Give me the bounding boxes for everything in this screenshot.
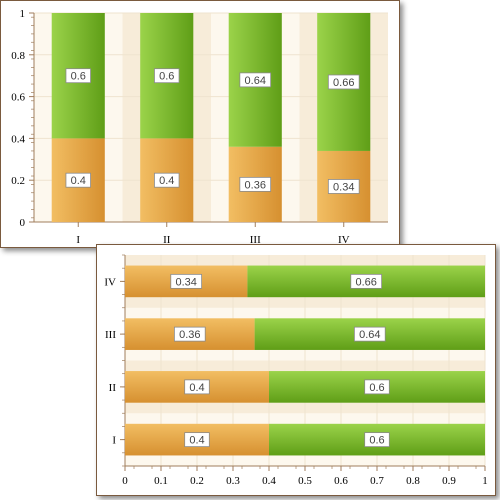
data-label-series-a: 0.4 xyxy=(154,172,180,188)
data-label-series-a-text: 0.4 xyxy=(71,175,86,187)
x-tick-label: 0.4 xyxy=(262,475,276,487)
data-label-series-a-text: 0.36 xyxy=(245,179,266,191)
y-tick-label: IV xyxy=(104,276,116,288)
x-tick-label: I xyxy=(76,234,80,246)
data-label-series-b-text: 0.6 xyxy=(369,435,384,447)
data-label-series-b-box xyxy=(353,326,386,342)
data-label-series-b: 0.64 xyxy=(353,326,386,342)
y-tick-label: II xyxy=(109,382,117,394)
x-tick-label: 0.5 xyxy=(298,475,312,487)
data-label-series-a-text: 0.4 xyxy=(189,435,204,447)
data-label-series-a: 0.4 xyxy=(65,172,91,188)
x-tick-label: 0.7 xyxy=(370,475,384,487)
data-label-series-b: 0.64 xyxy=(239,72,272,88)
data-label-series-a: 0.34 xyxy=(327,179,360,194)
data-label-series-a: 0.36 xyxy=(174,326,206,342)
data-label-series-a-text: 0.34 xyxy=(175,276,196,288)
horizontal-stacked-bar-chart: 0 0.1 0.2 0.3 0.4 0.5 0.6 0.7 0.8 0.9 1 0.4 0.6 I 0.4 0… xyxy=(104,254,488,487)
data-label-series-b: 0.66 xyxy=(327,74,360,90)
data-label-series-b-text: 0.6 xyxy=(369,382,384,394)
x-tick-label: III xyxy=(250,234,261,246)
y-tick-label: 1 xyxy=(20,8,26,20)
y-tick-label: I xyxy=(112,435,116,447)
data-label-series-b: 0.6 xyxy=(154,68,180,84)
data-label-series-b-box xyxy=(239,72,272,88)
data-label-series-b-text: 0.66 xyxy=(333,77,354,89)
x-tick-label: 0.1 xyxy=(154,475,168,487)
data-label-series-b: 0.6 xyxy=(364,379,390,395)
x-tick-label: 0.8 xyxy=(406,475,420,487)
data-label-series-b-box xyxy=(364,379,390,395)
vertical-stacked-bar-chart: 0 0.2 0.4 0.6 0.8 1 0.4 0.6 I 0.4 0.6 II 0.36 0.64 III… xyxy=(11,8,388,246)
x-tick-label: II xyxy=(163,234,171,246)
y-tick-label: 0.4 xyxy=(11,133,25,145)
data-label-series-a: 0.4 xyxy=(184,379,210,395)
y-tick-label: 0 xyxy=(20,217,26,229)
x-tick-label: 0.6 xyxy=(334,475,348,487)
data-label-series-b-box xyxy=(154,68,180,84)
y-tick-label: 0.2 xyxy=(11,175,25,187)
y-tick-label: III xyxy=(105,329,116,341)
data-label-series-a-text: 0.34 xyxy=(333,181,354,193)
data-label-series-a: 0.36 xyxy=(239,176,272,192)
data-label-series-b-box xyxy=(350,273,383,289)
data-label-series-b: 0.6 xyxy=(364,432,390,448)
data-label-series-b-text: 0.6 xyxy=(71,71,86,83)
data-label-series-a-box xyxy=(184,379,210,395)
data-label-series-a-text: 0.36 xyxy=(179,329,200,341)
data-label-series-a-box xyxy=(239,176,272,192)
x-tick-label: 1 xyxy=(482,475,488,487)
x-tick-label: 0 xyxy=(122,475,128,487)
data-label-series-b-text: 0.66 xyxy=(355,276,376,288)
y-tick-label: 0.8 xyxy=(11,50,25,62)
data-label-series-a-text: 0.4 xyxy=(189,382,204,394)
data-label-series-b: 0.66 xyxy=(350,273,383,289)
data-label-series-b-text: 0.6 xyxy=(159,71,174,83)
y-tick-label: 0.6 xyxy=(11,92,25,104)
vertical-stacked-bar-panel: 0 0.2 0.4 0.6 0.8 1 0.4 0.6 I 0.4 0.6 II 0.36 0.64 III… xyxy=(0,0,400,248)
data-label-series-a: 0.4 xyxy=(184,432,210,448)
data-label-series-a-box xyxy=(174,326,206,342)
data-label-series-a-box xyxy=(170,273,203,289)
data-label-series-b-box xyxy=(327,74,360,90)
data-label-series-b: 0.6 xyxy=(65,68,91,84)
data-label-series-a-box xyxy=(65,172,91,188)
x-tick-label: 0.2 xyxy=(190,475,204,487)
data-label-series-a-text: 0.4 xyxy=(159,175,174,187)
data-label-series-b-text: 0.64 xyxy=(359,329,380,341)
data-label-series-a: 0.34 xyxy=(170,273,203,289)
x-tick-label: 0.9 xyxy=(442,475,456,487)
x-tick-label: IV xyxy=(338,234,350,246)
data-label-series-b-box xyxy=(364,432,390,448)
data-label-series-a-box xyxy=(184,432,210,448)
data-label-series-b-box xyxy=(65,68,91,84)
x-tick-label: 0.3 xyxy=(226,475,240,487)
data-label-series-a-box xyxy=(327,179,360,194)
data-label-series-b-text: 0.64 xyxy=(245,75,266,87)
data-label-series-a-box xyxy=(154,172,180,188)
horizontal-stacked-bar-panel: 0 0.1 0.2 0.3 0.4 0.5 0.6 0.7 0.8 0.9 1 0.4 0.6 I 0.4 0… xyxy=(96,244,496,496)
